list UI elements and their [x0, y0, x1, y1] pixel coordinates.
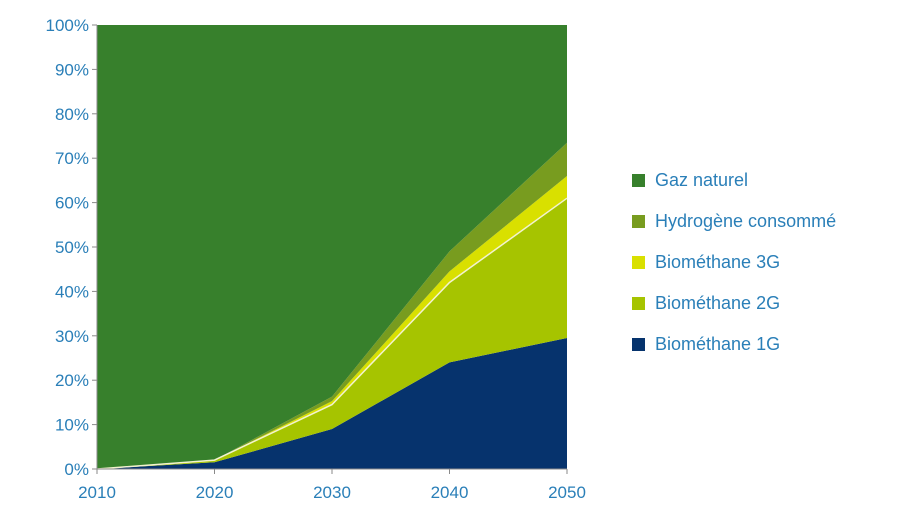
area-biomethane-1g — [97, 338, 567, 469]
area-biomethane-2g — [97, 198, 567, 469]
x-tick-label: 2040 — [431, 483, 469, 502]
y-tick-label: 40% — [55, 282, 89, 301]
x-tick-label: 2020 — [196, 483, 234, 502]
y-tick-label: 100% — [46, 16, 89, 35]
y-tick-label: 50% — [55, 238, 89, 257]
y-tick-label: 30% — [55, 327, 89, 346]
legend-label: Gaz naturel — [655, 169, 749, 190]
legend-label: Hydrogène consommé — [655, 210, 837, 231]
x-tick-label: 2050 — [548, 483, 586, 502]
x-tick-label: 2030 — [313, 483, 351, 502]
legend-swatch — [632, 296, 645, 310]
x-tick-label: 2010 — [78, 483, 116, 502]
legend-item: Biométhane 2G — [632, 293, 836, 313]
legend-item: Hydrogène consommé — [632, 211, 836, 231]
y-tick-label: 80% — [55, 105, 89, 124]
legend-item: Biométhane 1G — [632, 334, 836, 354]
legend-item: Gaz naturel — [632, 170, 836, 190]
y-tick-label: 90% — [55, 60, 89, 79]
legend-label: Biométhane 1G — [655, 333, 781, 354]
y-tick-label: 10% — [55, 416, 89, 435]
area-gaz-naturel — [97, 25, 567, 469]
area-layers — [96, 25, 568, 470]
x-axis-ticks: 2010 2020 2030 2040 2050 — [78, 469, 586, 502]
y-tick-label: 60% — [55, 194, 89, 213]
legend-swatch — [632, 337, 645, 351]
y-tick-label: 70% — [55, 149, 89, 168]
y-tick-label: 0% — [64, 460, 89, 479]
legend-swatch — [632, 173, 645, 187]
y-tick-label: 20% — [55, 371, 89, 390]
legend-label: Biométhane 2G — [655, 292, 781, 313]
legend-swatch — [632, 255, 645, 269]
legend-swatch — [632, 214, 645, 228]
series-separator-line — [96, 197, 568, 470]
legend-item: Biométhane 3G — [632, 252, 836, 272]
legend-label: Biométhane 3G — [655, 251, 781, 272]
legend: Gaz naturel Hydrogène consommé Biométhane … — [632, 170, 836, 375]
y-axis-ticks: 0% 10% 20% 30% 40% 50% 60% 70% 80% 90% 100% — [46, 16, 97, 479]
